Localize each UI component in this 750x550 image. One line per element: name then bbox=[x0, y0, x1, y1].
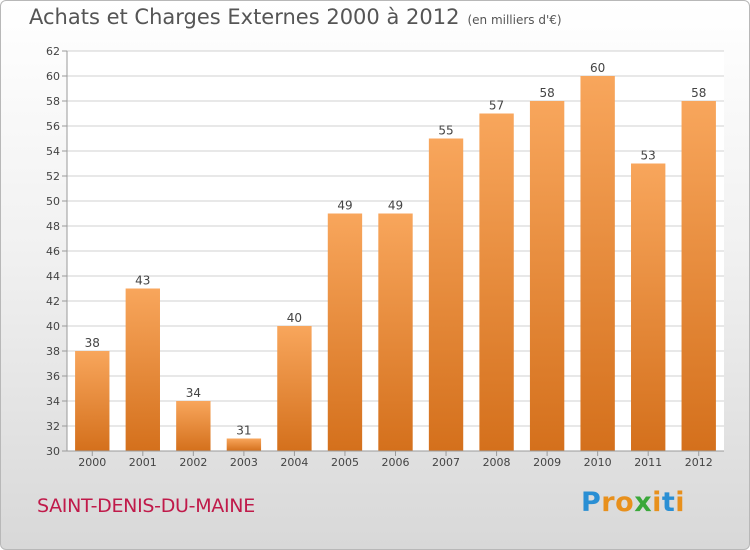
y-tick-label: 60 bbox=[46, 70, 60, 83]
value-label: 53 bbox=[641, 149, 656, 163]
x-tick-label: 2001 bbox=[129, 456, 157, 469]
x-tick-label: 2012 bbox=[685, 456, 713, 469]
bar-2009 bbox=[529, 101, 565, 451]
x-tick-label: 2005 bbox=[331, 456, 359, 469]
y-tick-label: 42 bbox=[46, 295, 60, 308]
y-tick-label: 50 bbox=[46, 195, 60, 208]
chart-title-main: Achats et Charges Externes 2000 à 2012 bbox=[29, 5, 460, 29]
town-name: SAINT-DENIS-DU-MAINE bbox=[37, 495, 255, 517]
bar-2010 bbox=[580, 76, 615, 451]
bar-2001 bbox=[125, 288, 160, 451]
value-label: 55 bbox=[438, 124, 453, 138]
value-label: 40 bbox=[287, 311, 302, 325]
value-label: 34 bbox=[186, 386, 201, 400]
y-tick-label: 30 bbox=[46, 445, 60, 458]
value-labels: 38 43 34 31 40 49 49 55 57 58 60 53 58 bbox=[85, 61, 707, 438]
value-label: 38 bbox=[85, 336, 100, 350]
y-tick-label: 62 bbox=[46, 45, 60, 58]
x-tick-label: 2006 bbox=[382, 456, 410, 469]
value-label: 49 bbox=[337, 199, 352, 213]
logo-letter: i bbox=[675, 487, 686, 518]
x-tick-label: 2004 bbox=[280, 456, 308, 469]
bar-2000 bbox=[75, 351, 110, 451]
x-tick-label: 2007 bbox=[432, 456, 460, 469]
y-tick-label: 56 bbox=[46, 120, 60, 133]
y-tick-label: 54 bbox=[46, 145, 60, 158]
chart-title: Achats et Charges Externes 2000 à 2012 (e… bbox=[29, 5, 562, 29]
x-tick-label: 2008 bbox=[483, 456, 511, 469]
y-tick-label: 48 bbox=[46, 220, 60, 233]
bar-2002 bbox=[176, 401, 211, 451]
y-tick-label: 46 bbox=[46, 245, 60, 258]
x-tick-label: 2010 bbox=[584, 456, 612, 469]
value-label: 58 bbox=[539, 86, 554, 100]
y-tick-label: 44 bbox=[46, 270, 60, 283]
bar-2011 bbox=[631, 163, 666, 451]
logo-letter: x bbox=[634, 487, 653, 518]
x-tick-label: 2003 bbox=[230, 456, 258, 469]
value-label: 31 bbox=[236, 424, 251, 438]
logo-letter: r bbox=[601, 487, 616, 518]
y-tick-label: 36 bbox=[46, 370, 60, 383]
bar-2004 bbox=[277, 326, 312, 451]
proxiti-logo: Proxiti bbox=[581, 487, 685, 518]
bars bbox=[75, 76, 716, 451]
y-tick-label: 38 bbox=[46, 345, 60, 358]
bar-2003 bbox=[226, 438, 262, 451]
value-label: 43 bbox=[135, 274, 150, 288]
bar-2007 bbox=[428, 138, 464, 451]
logo-letter: t bbox=[661, 487, 676, 518]
logo-letter: i bbox=[652, 487, 662, 518]
logo-letter: o bbox=[615, 487, 635, 518]
value-label: 49 bbox=[388, 199, 403, 213]
y-tick-label: 52 bbox=[46, 170, 60, 183]
value-label: 57 bbox=[489, 99, 504, 113]
y-tick-label: 58 bbox=[46, 95, 60, 108]
value-label: 58 bbox=[691, 86, 706, 100]
x-tick-label: 2011 bbox=[634, 456, 662, 469]
x-tick-label: 2002 bbox=[179, 456, 207, 469]
y-tick-label: 40 bbox=[46, 320, 60, 333]
y-tick-label: 34 bbox=[46, 395, 60, 408]
y-tick-label: 32 bbox=[46, 420, 60, 433]
chart-unit-note: (en milliers d'€) bbox=[467, 13, 562, 27]
bar-2005 bbox=[327, 213, 363, 451]
x-tick-label: 2009 bbox=[533, 456, 561, 469]
bar-2012 bbox=[681, 101, 716, 451]
x-tick-label: 2000 bbox=[78, 456, 106, 469]
bar-2008 bbox=[479, 113, 514, 451]
value-label: 60 bbox=[590, 61, 605, 75]
logo-letter: P bbox=[581, 487, 602, 518]
bar-2006 bbox=[378, 213, 413, 451]
x-tick-labels: 2000 2001 2002 2003 2004 2005 2006 2007 2008 2009… bbox=[78, 451, 713, 469]
y-tick-labels: 30 32 34 36 38 40 42 44 46 48 50 52 54 56 58 60 62 bbox=[46, 45, 67, 458]
